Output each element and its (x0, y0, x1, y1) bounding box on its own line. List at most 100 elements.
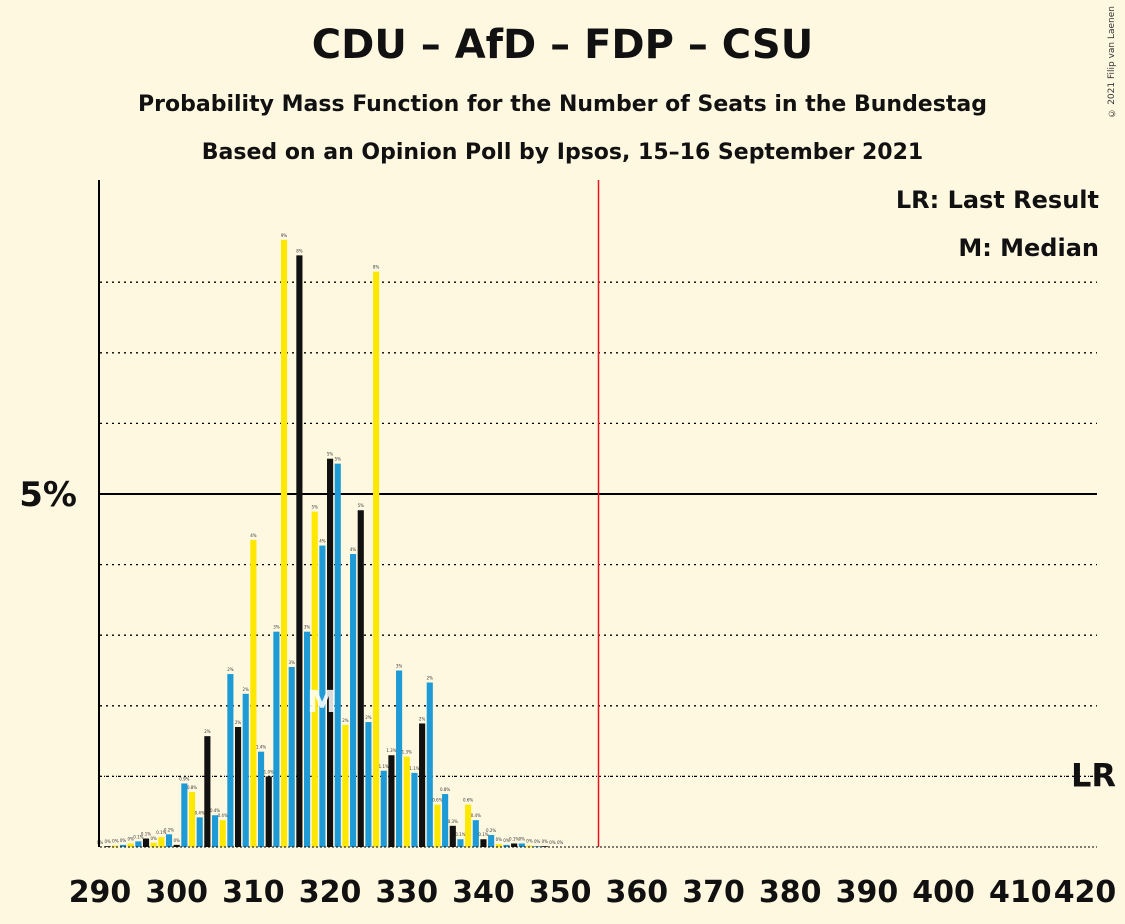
bar-seat-336 (449, 825, 456, 847)
bar-seat-293 (119, 844, 127, 847)
x-tick-label-350: 350 (529, 875, 592, 910)
x-tick-label-290: 290 (69, 875, 132, 910)
bar-seat-343 (503, 844, 510, 847)
bar-label-342: 0% (496, 837, 503, 842)
bar-label-295: 0.1% (133, 834, 143, 839)
bar-seat-320 (327, 458, 334, 847)
x-tick-label-310: 310 (222, 875, 285, 910)
bar-label-310: 4% (250, 533, 257, 538)
bar-seat-319 (319, 545, 326, 847)
bar-label-330: 1.3% (402, 750, 412, 755)
legend-last-result: LR: Last Result (895, 186, 1099, 214)
bar-seat-303 (196, 817, 203, 847)
bar-label-334: 0.6% (432, 798, 442, 803)
bar-label-292: 0% (112, 839, 119, 844)
bar-label-314: 9% (281, 233, 288, 238)
bar-seat-297 (150, 842, 157, 847)
bars-group: 0%0%0%0%0%0.1%0.1%0%0.1%0.2%0%0.9%0.8%0.… (97, 233, 564, 848)
bar-seat-337 (457, 839, 464, 847)
bar-seat-322 (342, 724, 349, 847)
bar-seat-328 (388, 755, 395, 847)
bar-seat-340 (480, 839, 487, 847)
bar-seat-308 (234, 726, 242, 847)
bar-seat-344 (511, 843, 518, 847)
bar-seat-310 (250, 539, 257, 847)
bar-label-350: 0% (557, 840, 564, 845)
bar-seat-331 (411, 772, 418, 847)
bar-label-349: 0% (549, 840, 556, 845)
last-result-label: LR (1071, 756, 1116, 794)
bar-label-321: 5% (335, 457, 342, 462)
bar-seat-338 (465, 804, 472, 847)
bar-seat-292 (112, 845, 119, 847)
bar-seat-301 (181, 783, 188, 847)
bar-label-315: 3% (289, 660, 296, 665)
bar-seat-312 (265, 776, 272, 847)
bar-label-304: 2% (204, 729, 211, 734)
legend-median: M: Median (958, 234, 1099, 262)
bar-seat-316 (296, 255, 303, 847)
bar-seat-309 (242, 693, 249, 847)
bar-seat-307 (227, 674, 234, 847)
bar-seat-296 (142, 838, 150, 847)
bar-label-335: 0.8% (440, 787, 450, 792)
bar-label-312: 1.0% (264, 769, 274, 774)
bar-seat-302 (188, 791, 196, 847)
x-tick-label-420: 420 (1054, 875, 1117, 910)
bar-label-305: 0.4% (210, 808, 220, 813)
bar-label-300: 0% (174, 838, 181, 843)
bar-seat-291 (104, 846, 111, 847)
bar-seat-314 (280, 239, 288, 848)
x-tick-label-400: 400 (912, 875, 975, 910)
bar-label-302: 0.8% (187, 785, 197, 790)
bar-seat-299 (165, 834, 173, 847)
bar-seat-330 (403, 756, 410, 847)
bar-label-294: 0% (127, 836, 134, 841)
bar-label-316: 8% (296, 248, 303, 253)
bar-label-307: 2% (227, 667, 234, 672)
bar-label-293: 0% (120, 838, 127, 843)
bar-seat-300 (173, 844, 180, 847)
chart-subtitle-pmf: Probability Mass Function for the Number… (138, 92, 987, 117)
bar-label-298: 0.1% (156, 830, 166, 835)
bar-label-323: 4% (350, 547, 357, 552)
bar-label-297: 0% (151, 836, 158, 841)
bar-seat-315 (288, 666, 295, 847)
x-tick-label-320: 320 (299, 875, 362, 910)
bar-label-328: 1.3% (386, 748, 396, 753)
x-tick-label-300: 300 (145, 875, 208, 910)
chart-title: CDU – AfD – FDP – CSU (311, 22, 814, 68)
x-tick-label-390: 390 (836, 875, 899, 910)
axes-group: 5% 290 300 310 320 330 340 350 360 370 380 390 400 41… (19, 180, 1116, 910)
bar-label-337: 0.1% (455, 832, 465, 837)
bar-seat-311 (257, 751, 265, 847)
bar-seat-342 (495, 844, 502, 847)
bar-label-291: 0% (104, 839, 111, 844)
bar-label-341: 0.2% (486, 828, 496, 833)
bar-seat-333 (426, 682, 433, 847)
bar-seat-294 (127, 843, 134, 847)
bar-label-318: 5% (312, 505, 319, 510)
x-tick-label-340: 340 (452, 875, 515, 910)
x-tick-label-410: 410 (989, 875, 1052, 910)
bar-label-331: 1.1% (409, 766, 419, 771)
bar-label-317: 3% (304, 625, 311, 630)
bar-label-332: 2% (419, 716, 426, 721)
bar-seat-334 (434, 804, 441, 847)
x-tick-label-360: 360 (606, 875, 669, 910)
bar-label-308: 2% (235, 720, 242, 725)
bar-label-325: 2% (365, 715, 372, 720)
bar-label-313: 3% (273, 625, 280, 630)
x-tick-label-330: 330 (375, 875, 438, 910)
bar-seat-306 (219, 820, 226, 847)
bar-seat-305 (211, 815, 219, 847)
bar-seat-324 (357, 510, 364, 847)
bar-label-333: 2% (427, 676, 434, 681)
bar-label-343: 0% (503, 838, 510, 843)
bar-label-338: 0.6% (463, 798, 473, 803)
bar-seat-332 (419, 723, 426, 847)
bar-label-303: 0.4% (195, 810, 205, 815)
chart-subtitle-poll: Based on an Opinion Poll by Ipsos, 15–16… (201, 140, 924, 165)
bar-label-336: 0.3% (448, 819, 458, 824)
bar-label-345: 0% (519, 836, 526, 841)
